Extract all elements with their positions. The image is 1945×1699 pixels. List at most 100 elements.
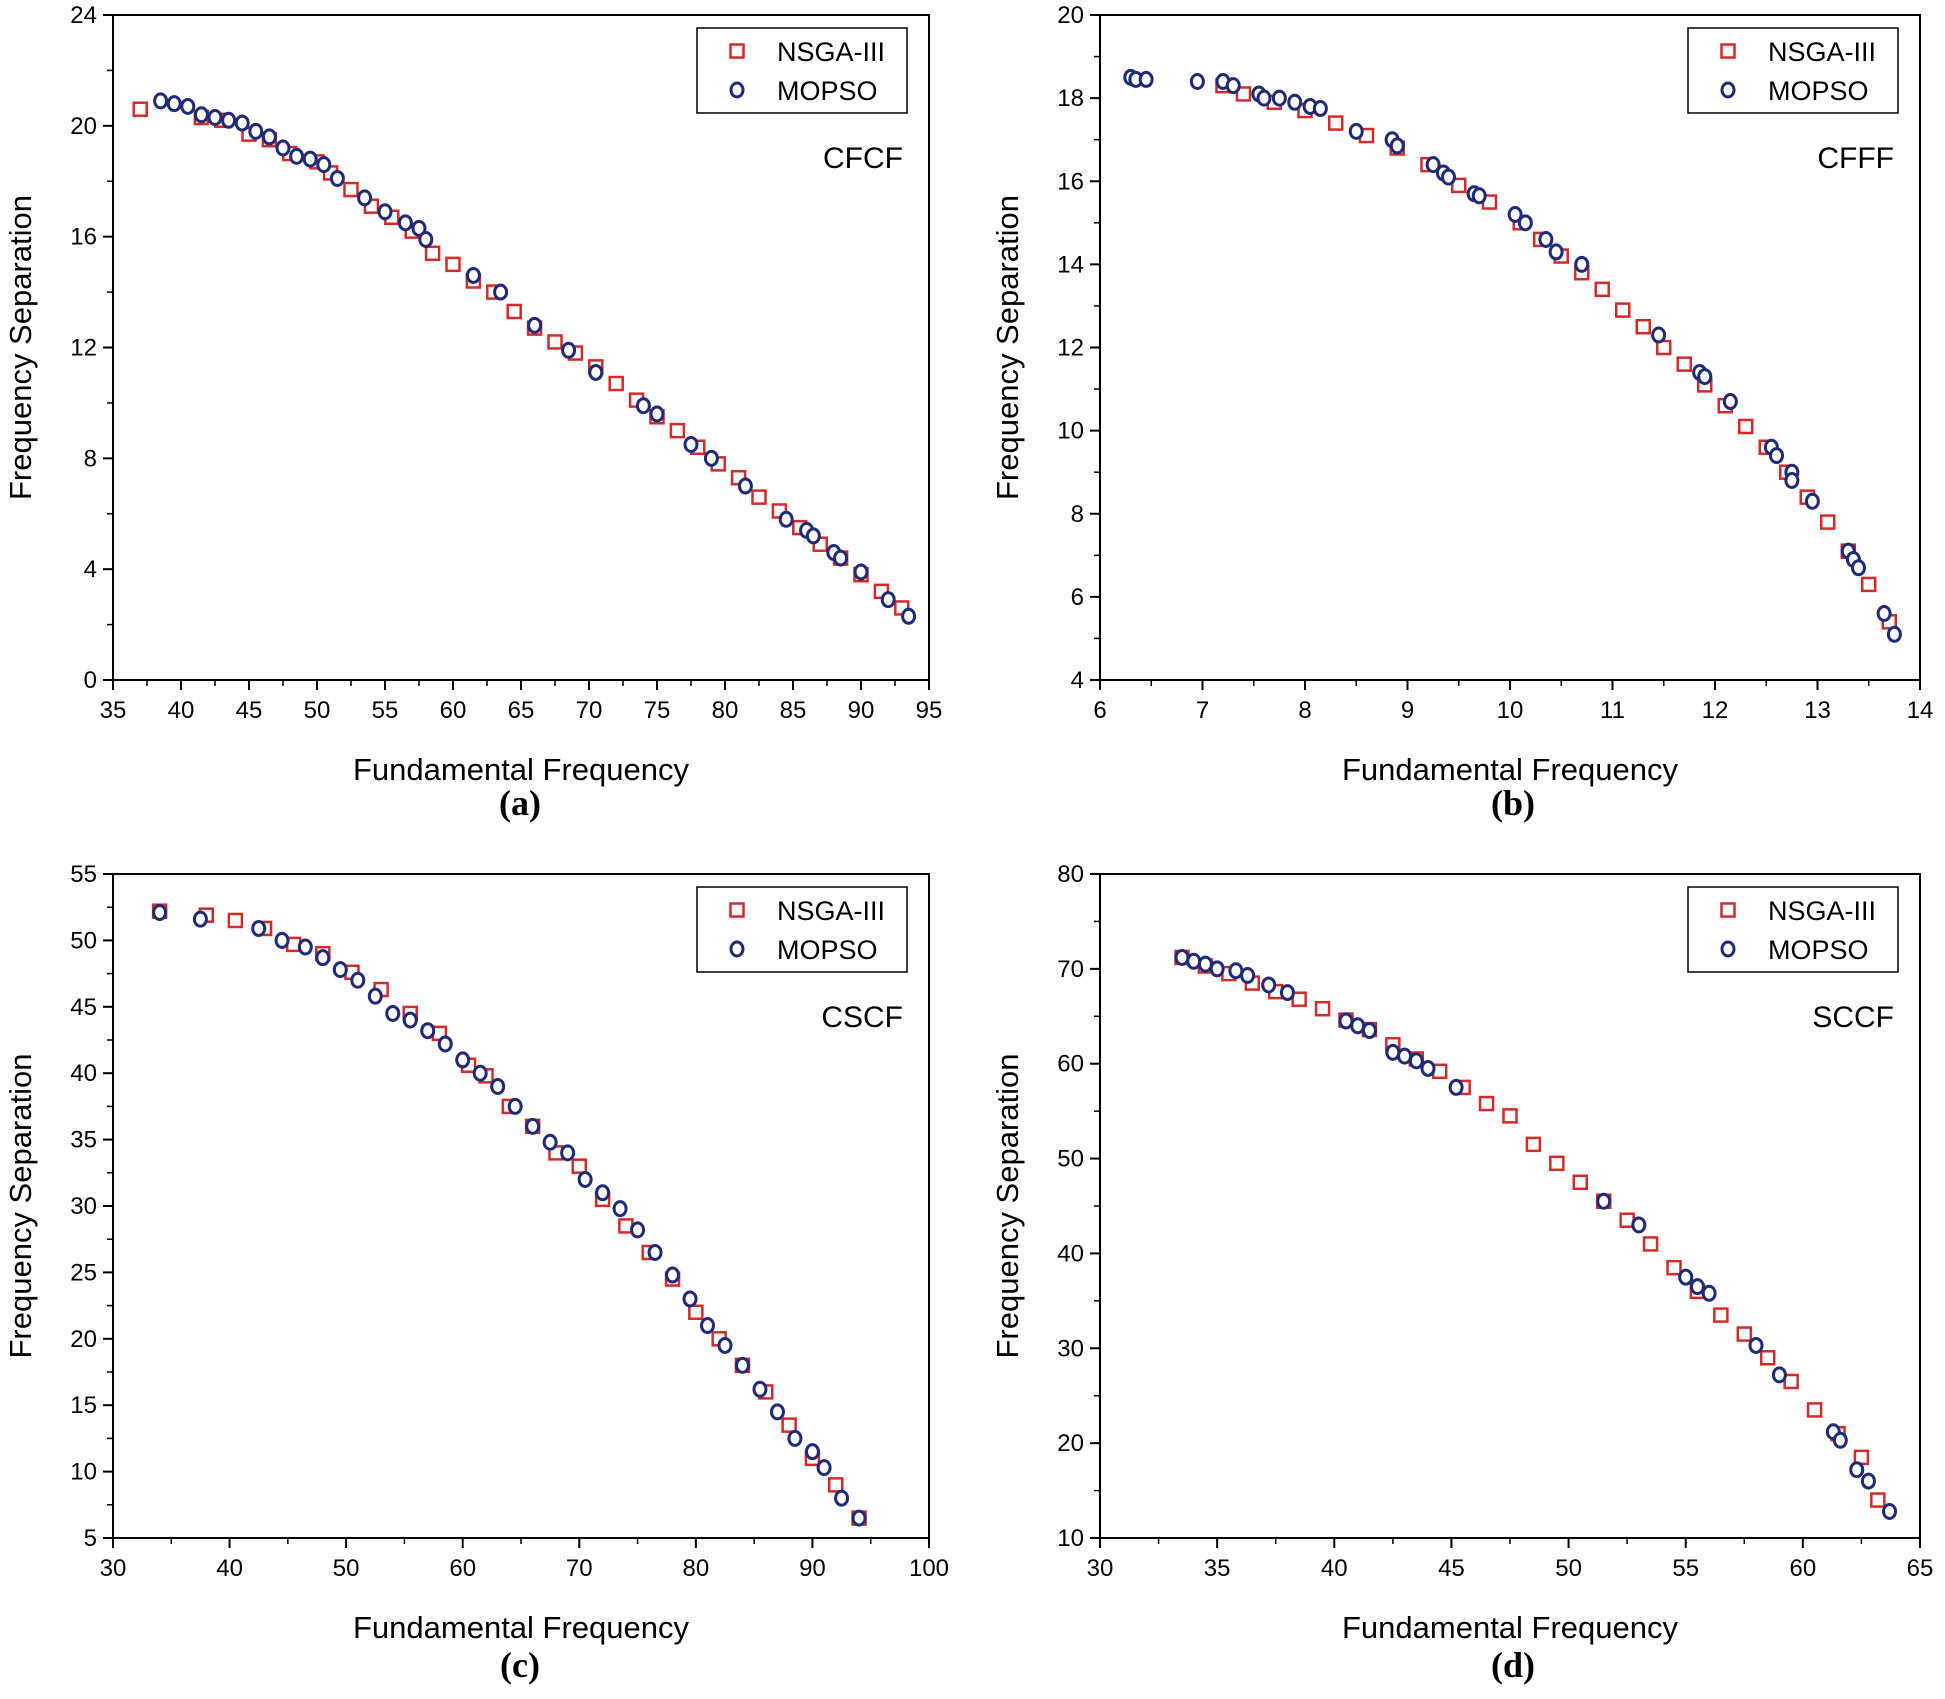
mopso-point [1174, 948, 1190, 966]
mopso-point [166, 95, 182, 113]
mopso-point [234, 114, 250, 132]
mopso-point [1279, 984, 1295, 1002]
mopso-point [1271, 89, 1287, 107]
nsga-iii-point [688, 1304, 704, 1320]
y-tick-label: 10 [70, 1459, 97, 1486]
boundary-condition-label: SCCF [1812, 1001, 1894, 1034]
nsga-iii-point [1572, 1174, 1589, 1191]
chart-b: 6 7 8 9 10 11 12 13 14468101214161820Fundamental… [990, 2, 1933, 823]
mopso-point [1784, 472, 1800, 489]
plot-frame [112, 873, 930, 1539]
x-tick-label: 80 [683, 1555, 710, 1582]
mopso-point [1287, 93, 1303, 111]
series-nsga-iii [1174, 949, 1886, 1508]
x-tick-label: 65 [508, 697, 535, 724]
mopso-point [1338, 1012, 1354, 1030]
mopso-point [717, 1336, 733, 1354]
y-tick-label: 30 [70, 1193, 97, 1220]
y-tick-label: 16 [1057, 168, 1084, 195]
mopso-point [490, 1077, 506, 1095]
y-tick-label: 30 [1057, 1335, 1084, 1362]
mopso-point [635, 397, 651, 415]
mopso-point [1701, 1284, 1717, 1302]
y-tick-label: 20 [1057, 1430, 1084, 1457]
legend-marker-mopso [1720, 940, 1736, 958]
nsga-iii-point [1642, 1236, 1659, 1252]
nsga-iii-point [1713, 1307, 1729, 1323]
boundary-condition-label: CFCF [823, 142, 903, 175]
mopso-point [1886, 625, 1902, 643]
x-tick-label: 95 [916, 697, 943, 724]
mopso-point [507, 1097, 523, 1115]
panel-caption: (d) [1491, 1645, 1535, 1685]
y-tick-label: 50 [1057, 1146, 1084, 1173]
mopso-point [385, 1004, 401, 1022]
x-tick-label: 80 [712, 697, 739, 724]
x-tick-label: 75 [644, 697, 671, 724]
mopso-point [302, 150, 318, 168]
mopso-point [588, 363, 604, 381]
mopso-point [647, 1243, 663, 1261]
y-tick-label: 12 [70, 335, 97, 362]
mopso-point [193, 106, 209, 124]
x-tick-label: 55 [372, 697, 399, 724]
mopso-point [1408, 1052, 1424, 1070]
mopso-point [297, 938, 313, 956]
mopso-point [1350, 1017, 1366, 1035]
mopso-point [734, 1356, 750, 1374]
y-tick-label: 60 [1057, 1051, 1084, 1078]
series-nsga-iii [151, 903, 867, 1526]
mopso-point [1849, 1461, 1865, 1479]
mopso-point [1209, 960, 1225, 978]
nsga-iii-point [1870, 1492, 1886, 1508]
y-tick-label: 4 [84, 556, 97, 583]
y-tick-label: 50 [70, 927, 97, 954]
mopso-point [329, 169, 345, 187]
mopso-point [1261, 976, 1277, 994]
legend-marker-mopso [1720, 81, 1736, 99]
mopso-point [1771, 1366, 1787, 1384]
mopso-point [1860, 1472, 1876, 1490]
mopso-point [1517, 214, 1533, 232]
mopso-point [1507, 206, 1523, 223]
nsga-iii-point [1635, 318, 1651, 335]
mopso-point [251, 919, 267, 937]
y-tick-label: 10 [1057, 1525, 1084, 1552]
x-axis-title: Fundamental Frequency [1342, 1610, 1679, 1645]
y-tick-label: 18 [1057, 85, 1084, 112]
legend-box [1687, 27, 1899, 114]
legend-label-mopso: MOPSO [777, 935, 878, 965]
nsga-iii-point [1820, 514, 1836, 530]
y-axis-title: Frequency Separation [990, 195, 1025, 500]
series-mopso [1123, 68, 1902, 643]
mopso-point [1471, 187, 1487, 205]
x-tick-label: 50 [1555, 1555, 1582, 1582]
mopso-point [1425, 156, 1441, 174]
mopso-point [180, 97, 196, 115]
mopso-point [1697, 368, 1713, 386]
mopso-point [577, 1170, 593, 1188]
x-tick-label: 35 [1204, 1555, 1231, 1582]
mopso-point [1240, 966, 1256, 984]
mopso-point [1574, 255, 1590, 273]
x-tick-label: 90 [799, 1555, 826, 1582]
mopso-point [332, 961, 348, 979]
mopso-point [1186, 952, 1202, 970]
mopso-point [612, 1200, 628, 1218]
mopso-point [769, 1403, 785, 1421]
x-tick-label: 45 [1438, 1555, 1465, 1582]
x-axis-title: Fundamental Frequency [1342, 752, 1679, 787]
mopso-point [493, 283, 509, 301]
x-tick-label: 70 [576, 697, 603, 724]
x-tick-label: 50 [333, 1555, 360, 1582]
mopso-point [525, 1117, 541, 1135]
mopso-point [1197, 955, 1213, 973]
nsga-iii-point [669, 422, 686, 439]
mopso-point [901, 607, 917, 625]
x-tick-label: 12 [1702, 697, 1729, 724]
mopso-point [289, 147, 305, 165]
nsga-iii-point [1615, 302, 1631, 318]
mopso-point [1228, 962, 1244, 980]
y-tick-label: 24 [70, 2, 97, 29]
chart-a: 35 40 45 50 55 60 65 70 75 80 85 90 95 0 4 8 12 16 20 24 Fun… [3, 2, 942, 823]
